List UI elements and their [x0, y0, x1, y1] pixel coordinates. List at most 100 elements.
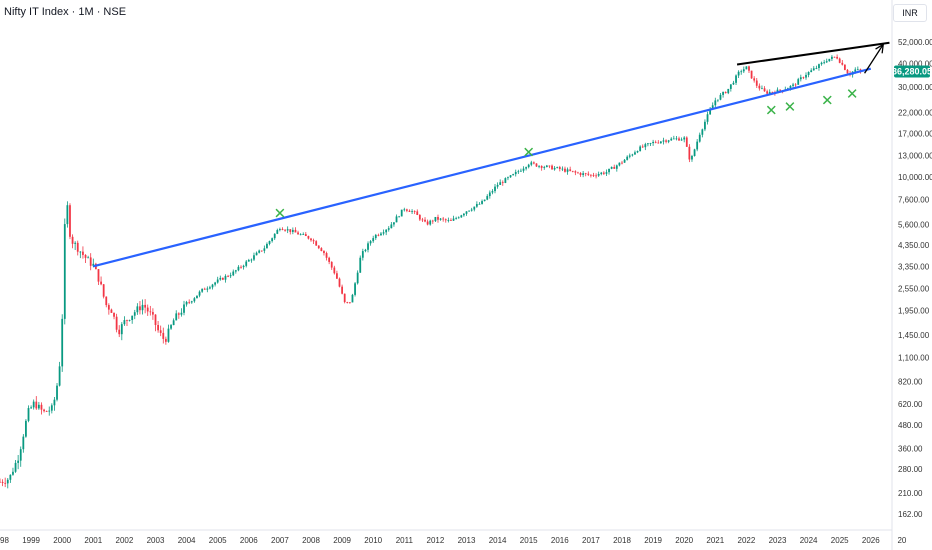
time-tick-label: 2006 [240, 536, 258, 545]
candle-body [665, 140, 667, 142]
candle-body [369, 241, 372, 244]
price-tick-label: 13,000.00 [898, 151, 932, 160]
price-tick-label: 210.00 [898, 489, 923, 498]
price-tick-label: 820.00 [898, 377, 923, 386]
candle-body [532, 162, 535, 164]
candle-body [258, 250, 261, 253]
time-tick-label: 2001 [84, 536, 102, 545]
time-tick-label: 2011 [396, 536, 414, 545]
candle-body [76, 242, 79, 252]
candle-body [201, 288, 204, 292]
candle-body [548, 165, 551, 167]
candle-body [263, 248, 266, 251]
candle-body [250, 259, 253, 261]
support-trendline[interactable] [93, 67, 872, 268]
candle-body [385, 229, 388, 233]
candle-body [540, 165, 543, 168]
candle-body [294, 229, 297, 233]
candle-body [403, 209, 406, 211]
candle-body [468, 210, 470, 212]
candle-body [118, 329, 121, 335]
candle-body [131, 315, 134, 320]
candle-body [214, 282, 217, 285]
candle-body [253, 255, 255, 260]
candle-body [209, 287, 211, 289]
candle-body [234, 270, 237, 272]
candle-body [657, 142, 660, 144]
candle-body [240, 266, 242, 268]
candle-body [193, 298, 196, 302]
candle-body [470, 209, 473, 211]
candle-body [460, 215, 463, 218]
time-tick-label: 2018 [613, 536, 631, 545]
candle-body [706, 114, 709, 122]
candle-body [618, 162, 621, 166]
candle-body [496, 184, 499, 187]
candle-body [164, 338, 167, 342]
candle-body [535, 163, 538, 167]
candle-body [310, 238, 312, 241]
time-axis[interactable]: 1998 1999 2000 2001 2002 2003 2004 2005 2006 2007… [0, 529, 907, 545]
candle-body [286, 229, 289, 231]
candle-body [602, 172, 605, 174]
touch-marker-x: ✕ [821, 91, 834, 109]
resistance-trendline[interactable] [736, 41, 890, 66]
candle-body [390, 224, 393, 229]
candle-body [831, 56, 833, 59]
time-tick-label: 2021 [706, 536, 724, 545]
candle-body [434, 216, 437, 222]
candle-body [359, 257, 362, 273]
candle-body [771, 91, 774, 93]
price-tick-label: 17,000.00 [898, 129, 932, 138]
time-tick-label: 1999 [22, 536, 40, 545]
candle-body [19, 449, 22, 461]
candle-body [841, 62, 844, 65]
candle-body [517, 171, 520, 173]
candle-body [475, 204, 478, 207]
candle-body [266, 243, 268, 249]
candle-body [779, 89, 781, 91]
touch-marker-x: ✕ [846, 85, 859, 103]
candle-body [317, 245, 320, 249]
candle-body [662, 140, 665, 142]
candle-body [1, 481, 4, 483]
time-tick-label: 2003 [147, 536, 165, 545]
time-tick-label: 2019 [644, 536, 662, 545]
currency-button[interactable]: INR [893, 4, 927, 22]
candle-body [247, 259, 250, 262]
candle-body [320, 248, 323, 252]
candle-body [525, 167, 528, 169]
projection-arrow[interactable] [864, 44, 884, 74]
candle-body [823, 62, 826, 64]
candle-body [520, 170, 522, 172]
candle-body [820, 62, 823, 65]
time-tick-label: 2013 [458, 536, 476, 545]
candle-body [797, 79, 800, 85]
candle-body [48, 410, 51, 412]
candle-body [478, 203, 481, 205]
price-axis[interactable]: 52,000.00 40,000.00 30,000.00 22,000.00 17,0… [898, 38, 932, 519]
candle-body [613, 166, 616, 169]
candle-body [190, 301, 193, 303]
candle-body [255, 252, 258, 256]
candle-body [463, 213, 465, 216]
candle-body [273, 233, 276, 239]
candle-body [812, 68, 815, 71]
candle-body [170, 325, 172, 329]
candle-body [838, 58, 841, 63]
candles-group [0, 54, 862, 489]
candle-body [595, 175, 597, 177]
candle-body [343, 293, 346, 303]
candle-body [398, 216, 401, 218]
candle-body [113, 312, 115, 317]
candle-body [789, 85, 792, 89]
candle-body [37, 404, 40, 409]
candle-body [304, 234, 307, 237]
candle-body [761, 88, 763, 90]
candle-body [688, 146, 691, 160]
candle-body [538, 165, 540, 167]
candle-body [120, 324, 123, 335]
candle-body [473, 206, 476, 210]
price-tick-label: 480.00 [898, 421, 923, 430]
